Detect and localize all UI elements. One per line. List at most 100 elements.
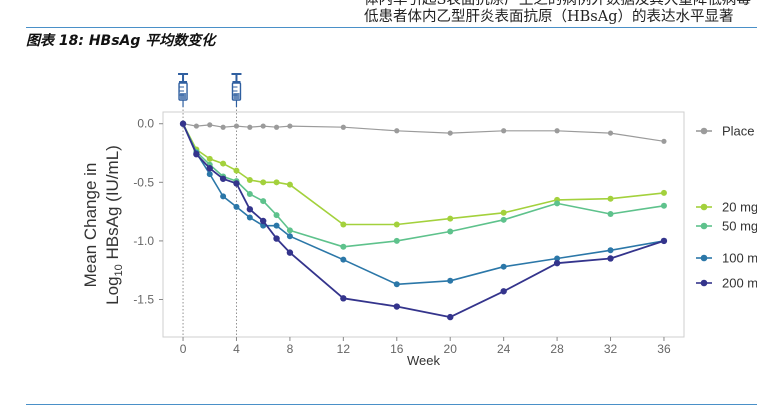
- data-point: [447, 277, 454, 284]
- data-point: [661, 138, 667, 144]
- data-point: [246, 214, 253, 221]
- data-point: [554, 255, 561, 262]
- data-point: [340, 243, 347, 250]
- data-point: [260, 123, 266, 129]
- data-point: [286, 233, 293, 240]
- data-point: [340, 295, 347, 302]
- data-point: [246, 191, 253, 198]
- data-point: [340, 124, 346, 130]
- data-point: [220, 160, 227, 167]
- data-point: [500, 288, 507, 295]
- data-point: [660, 237, 668, 245]
- y-axis-title-line1: Mean Change in: [81, 163, 100, 288]
- data-point: [500, 209, 507, 216]
- data-point: [273, 179, 280, 186]
- data-point: [246, 206, 254, 213]
- top-rule: [26, 27, 757, 28]
- series-line-1: [182, 123, 665, 226]
- syringe-fluid: [180, 93, 187, 99]
- data-point: [286, 227, 293, 234]
- data-point: [233, 203, 240, 210]
- y-tick-label: -1.5: [133, 293, 154, 307]
- y-tick-label: -1.0: [133, 234, 154, 248]
- data-point: [273, 222, 280, 229]
- data-point: [247, 124, 253, 130]
- legend-swatch-marker: [700, 222, 708, 230]
- series-line-3: [182, 123, 665, 286]
- x-tick-label: 28: [550, 342, 564, 356]
- x-tick-label: 16: [390, 342, 404, 356]
- data-point: [259, 217, 267, 225]
- x-tick-label: 36: [657, 342, 671, 356]
- series-line-0: [182, 123, 665, 142]
- x-tick-label: 32: [604, 342, 618, 356]
- data-point: [233, 180, 240, 187]
- legend-label: Place: [722, 124, 755, 139]
- syringe-flange: [232, 81, 241, 83]
- data-point: [219, 175, 227, 182]
- syringe-fluid: [233, 93, 240, 99]
- data-point: [447, 313, 454, 321]
- legend-label: 20 mg: [722, 200, 757, 215]
- data-point: [553, 259, 561, 267]
- syringe-cap: [231, 73, 242, 75]
- data-point: [287, 123, 293, 129]
- data-point: [607, 255, 614, 262]
- syringe-flange: [179, 81, 188, 83]
- data-point: [447, 228, 454, 235]
- data-point: [273, 235, 280, 242]
- header-line-2: 低患者体内乙型肝炎表面抗原（HBsAg）的表达水平显著: [364, 9, 734, 25]
- syringe-icon: [231, 73, 242, 107]
- data-point: [260, 179, 267, 186]
- data-point: [607, 247, 614, 254]
- y-axis-title-line2: Log10 HBsAg (IU/mL): [103, 145, 125, 305]
- plot-frame: [162, 111, 685, 338]
- data-point: [233, 167, 240, 174]
- figure-title: 图表 18: HBsAg 平均数变化: [26, 33, 216, 49]
- y-tick-label: 0.0: [137, 117, 154, 131]
- series-line-2: [182, 123, 665, 248]
- legend-label: 100 m: [722, 251, 757, 266]
- data-point: [607, 130, 614, 136]
- x-tick-label: 20: [444, 342, 458, 356]
- data-point: [220, 124, 226, 130]
- legend-swatch-marker: [700, 279, 708, 287]
- data-point: [220, 193, 227, 200]
- data-point: [340, 256, 347, 263]
- data-point: [607, 210, 614, 217]
- legend-swatch-marker: [700, 254, 708, 262]
- syringe-icon: [178, 73, 189, 107]
- data-point: [233, 123, 240, 129]
- y-title-log: Log: [103, 276, 122, 304]
- y-tick-label: -0.5: [133, 175, 154, 189]
- data-point: [206, 155, 213, 162]
- syringe-plunger: [235, 75, 238, 81]
- bottom-rule: [26, 404, 757, 405]
- syringe-cap: [178, 73, 189, 75]
- x-tick-label: 4: [233, 342, 240, 356]
- y-title-subscript: 10: [113, 264, 125, 276]
- data-point: [246, 176, 253, 183]
- data-point: [207, 122, 213, 128]
- syringe-plunger: [182, 75, 185, 81]
- data-point: [273, 124, 280, 130]
- data-point: [260, 198, 267, 205]
- data-point: [447, 215, 454, 222]
- data-point: [393, 221, 400, 228]
- data-point: [554, 200, 561, 207]
- header-line-1: 体内率引起S表面抗原产生之的病例外数据及其大量降低病毒: [364, 0, 751, 8]
- series-line-4: [182, 123, 665, 319]
- data-point: [501, 128, 507, 134]
- data-point: [554, 128, 560, 134]
- legend-label: 50 mg: [722, 219, 757, 234]
- data-point: [607, 195, 614, 202]
- legend-swatch-marker: [700, 127, 708, 135]
- data-point: [393, 281, 400, 288]
- legend-label: 200 m: [722, 276, 757, 291]
- x-tick-label: 8: [287, 342, 294, 356]
- legend-swatch-marker: [700, 203, 708, 211]
- data-point: [394, 128, 400, 134]
- data-point: [273, 212, 280, 219]
- y-title-units: HBsAg (IU/mL): [103, 145, 122, 264]
- x-tick-label: 12: [337, 342, 351, 356]
